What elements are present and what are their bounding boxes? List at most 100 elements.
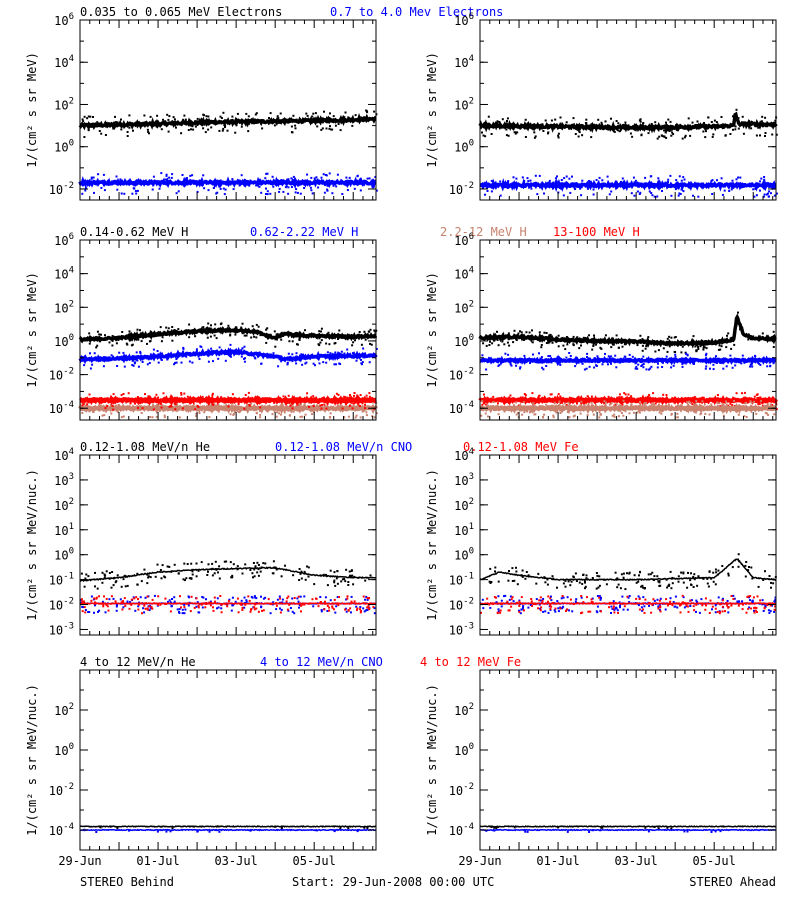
data-point bbox=[584, 581, 586, 584]
data-point bbox=[143, 611, 146, 614]
data-point bbox=[760, 120, 763, 123]
data-point bbox=[326, 189, 329, 192]
data-point bbox=[122, 606, 125, 609]
data-point bbox=[550, 605, 553, 608]
data-point bbox=[365, 414, 368, 417]
y-tick-label: 10-2 bbox=[449, 597, 474, 613]
data-point bbox=[241, 572, 244, 575]
data-point bbox=[322, 173, 325, 176]
data-point bbox=[711, 602, 714, 605]
data-point bbox=[631, 359, 634, 362]
data-point bbox=[485, 368, 488, 371]
data-point bbox=[357, 576, 360, 579]
data-point bbox=[231, 115, 234, 118]
data-point bbox=[239, 180, 242, 183]
data-point bbox=[293, 597, 296, 599]
data-point bbox=[605, 397, 607, 400]
data-point bbox=[275, 568, 278, 571]
data-point bbox=[724, 338, 727, 341]
data-point bbox=[149, 353, 152, 356]
data-point bbox=[314, 112, 317, 115]
data-point bbox=[504, 594, 507, 597]
data-point bbox=[549, 607, 552, 610]
y-tick-label: 104 bbox=[454, 266, 474, 282]
data-point bbox=[480, 414, 483, 417]
data-point bbox=[519, 612, 522, 615]
data-point bbox=[173, 600, 176, 603]
data-point bbox=[540, 182, 543, 185]
data-point bbox=[277, 117, 280, 120]
data-point bbox=[550, 119, 553, 122]
data-point bbox=[745, 561, 748, 563]
data-point bbox=[657, 362, 659, 365]
data-point bbox=[193, 606, 196, 609]
data-point bbox=[652, 340, 655, 342]
data-point bbox=[123, 597, 126, 600]
data-point bbox=[184, 118, 187, 121]
data-point bbox=[155, 415, 158, 418]
data-point bbox=[542, 598, 545, 600]
data-point bbox=[296, 409, 299, 412]
data-point bbox=[92, 176, 95, 179]
data-point bbox=[572, 344, 575, 347]
data-point bbox=[352, 583, 355, 586]
data-point bbox=[621, 411, 623, 414]
data-point bbox=[756, 123, 758, 126]
data-point bbox=[298, 606, 300, 609]
data-point bbox=[693, 396, 696, 398]
data-point bbox=[260, 566, 263, 569]
data-point bbox=[639, 118, 642, 121]
data-point bbox=[339, 827, 342, 830]
data-point bbox=[646, 338, 649, 341]
data-points bbox=[79, 825, 377, 833]
data-point bbox=[323, 110, 325, 113]
data-point bbox=[153, 331, 155, 334]
data-point bbox=[746, 408, 749, 411]
data-point bbox=[760, 399, 763, 402]
data-point bbox=[306, 114, 309, 117]
data-point bbox=[356, 830, 359, 833]
data-point bbox=[201, 606, 204, 609]
data-point bbox=[655, 185, 658, 188]
data-point bbox=[157, 402, 160, 405]
data-point bbox=[630, 184, 633, 187]
series-line bbox=[78, 347, 378, 365]
data-point bbox=[748, 602, 751, 605]
data-point bbox=[733, 343, 736, 346]
data-point bbox=[516, 358, 519, 361]
data-point bbox=[188, 119, 191, 122]
data-point bbox=[258, 351, 261, 354]
data-point bbox=[531, 605, 534, 607]
data-point bbox=[178, 399, 181, 402]
data-point bbox=[769, 403, 772, 406]
data-point bbox=[740, 362, 743, 365]
data-point bbox=[622, 414, 625, 417]
data-point bbox=[549, 597, 552, 600]
data-point bbox=[122, 393, 125, 395]
data-point bbox=[327, 408, 330, 411]
data-point bbox=[730, 188, 733, 191]
data-point bbox=[366, 111, 369, 114]
data-point bbox=[320, 339, 323, 342]
data-point bbox=[610, 190, 613, 193]
data-point bbox=[290, 131, 293, 134]
data-point bbox=[530, 127, 533, 130]
data-point bbox=[311, 598, 314, 601]
data-point bbox=[141, 612, 143, 615]
data-point bbox=[109, 404, 112, 406]
data-point bbox=[518, 599, 521, 602]
data-point bbox=[157, 396, 160, 399]
data-point bbox=[197, 355, 200, 358]
data-point bbox=[498, 363, 501, 366]
data-point bbox=[219, 187, 222, 190]
data-point bbox=[623, 392, 626, 395]
data-point bbox=[124, 401, 127, 404]
series-0-62-2-22-mev-h bbox=[78, 343, 378, 370]
data-point bbox=[596, 183, 599, 186]
data-point bbox=[265, 328, 268, 331]
data-point bbox=[621, 595, 624, 598]
data-point bbox=[570, 580, 573, 583]
data-point bbox=[609, 361, 612, 363]
data-point bbox=[229, 413, 232, 416]
data-point bbox=[718, 339, 721, 342]
